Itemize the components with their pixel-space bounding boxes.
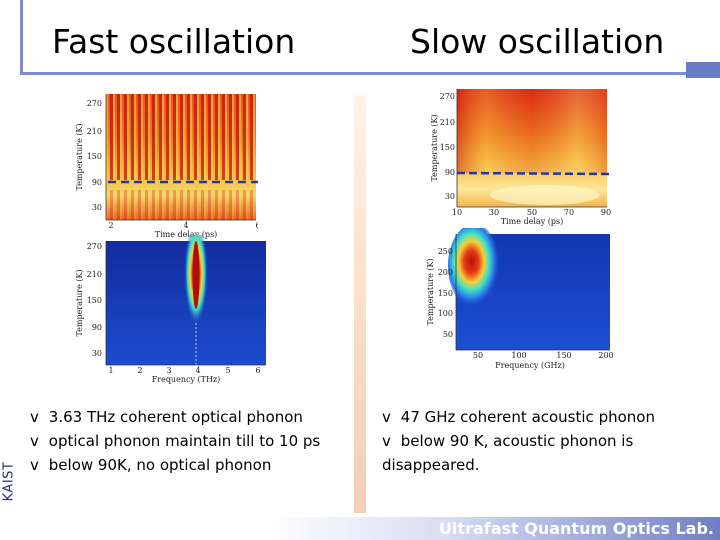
x-tick: 2 [108,221,113,230]
x-axis-label: Frequency (GHz) [495,361,565,370]
y-tick: 150 [438,289,453,298]
y-tick: 150 [440,143,455,152]
x-tick: 1 [108,366,113,375]
slow-time-plot-svg: 270 210 150 90 30 10 30 50 70 90 Time de… [430,89,612,226]
x-axis-label: Time delay (ps) [155,230,217,239]
y-tick: 210 [440,118,455,127]
y-tick: 210 [87,127,102,136]
x-tick: 100 [511,351,526,360]
y-axis-label: Temperature (K) [430,114,439,181]
x-axis-label: Frequency (THz) [152,375,221,384]
footer-lab-name: Ultrafast Quantum Optics Lab. [438,519,714,538]
slow-freq-peak-47ghz [448,228,500,308]
bullet-glyph: v [382,408,391,426]
slow-time-lowT-region [490,185,600,205]
x-tick: 2 [137,366,142,375]
y-tick: 30 [92,203,102,212]
bullet-text: 3.63 THz coherent optical phonon [48,408,303,426]
bullet-glyph: v [30,408,39,426]
accent-rule-end [686,62,720,78]
y-axis-label: Temperature (K) [75,269,84,336]
y-tick: 150 [87,296,102,305]
slow-time-90k-marker [456,171,612,176]
fast-freq-peak-core [192,241,200,309]
bullet-item: v optical phonon maintain till to 10 ps [30,429,360,453]
bullet-item: v 3.63 THz coherent optical phonon [30,405,360,429]
bullets-slow-oscillation: v 47 GHz coherent acoustic phonon v belo… [382,405,712,477]
x-tick: 70 [564,208,574,217]
x-tick: 4 [183,221,188,230]
column-divider [354,95,366,513]
x-tick: 4 [195,366,200,375]
x-tick: 50 [473,351,483,360]
y-axis-label: Temperature (K) [75,123,84,190]
y-tick: 210 [87,270,102,279]
slow-freq-plot-svg: 250 200 150 100 50 50 100 150 200 Freque… [426,228,614,370]
kaist-logo: KAIST [0,455,18,513]
bullet-text: below 90K, no optical phonon [48,456,272,474]
fast-time-plot-svg: 270 210 150 90 30 2 4 6 Time delay (ps) … [75,94,258,239]
y-tick: 90 [445,168,455,177]
x-tick: 90 [601,208,611,217]
title-fast-oscillation: Fast oscillation [52,22,296,61]
bullet-item: v 47 GHz coherent acoustic phonon [382,405,712,429]
bullet-item: v below 90K, no optical phonon [30,453,360,477]
y-tick: 270 [87,99,102,108]
x-tick: 30 [489,208,499,217]
y-axis-label: Temperature (K) [426,258,435,325]
bullets-fast-oscillation: v 3.63 THz coherent optical phonon v opt… [30,405,360,477]
y-tick: 200 [438,268,453,277]
bullet-glyph: v [382,432,391,450]
x-tick: 50 [527,208,537,217]
x-tick: 150 [556,351,571,360]
bullet-glyph: v [30,432,39,450]
x-tick: 6 [255,366,260,375]
x-tick: 200 [598,351,613,360]
x-tick: 10 [452,208,462,217]
kaist-logo-text: KAIST [1,461,17,502]
y-tick: 90 [92,323,102,332]
x-tick: 3 [166,366,171,375]
y-tick: 270 [440,92,455,101]
y-tick: 30 [445,192,455,201]
fast-time-lowT-stripes [106,190,256,220]
bullet-text: optical phonon maintain till to 10 ps [48,432,321,450]
slow-time-oscillation-bands [457,89,607,173]
bullet-item: v below 90 K, acoustic phonon is disappe… [382,429,712,477]
bullet-text: 47 GHz coherent acoustic phonon [400,408,655,426]
y-tick: 30 [92,349,102,358]
y-tick: 250 [438,247,453,256]
y-tick: 100 [438,309,453,318]
fast-time-oscillation-stripes [106,94,256,180]
x-tick: 6 [255,221,258,230]
title-slow-oscillation: Slow oscillation [410,22,665,61]
y-tick: 270 [87,242,102,251]
bullet-glyph: v [30,456,39,474]
y-tick: 90 [92,178,102,187]
footer-bar: Ultrafast Quantum Optics Lab. [268,517,720,540]
fast-freq-plot-svg: 270 210 150 90 30 1 2 3 4 5 6 Frequency … [75,235,266,384]
y-tick: 50 [443,330,453,339]
accent-bar-vertical [20,0,23,75]
x-axis-label: Time delay (ps) [501,217,563,226]
accent-rule [20,72,700,75]
y-tick: 150 [87,152,102,161]
x-tick: 5 [225,366,230,375]
bullet-text: below 90 K, acoustic phonon is disappear… [382,432,634,474]
